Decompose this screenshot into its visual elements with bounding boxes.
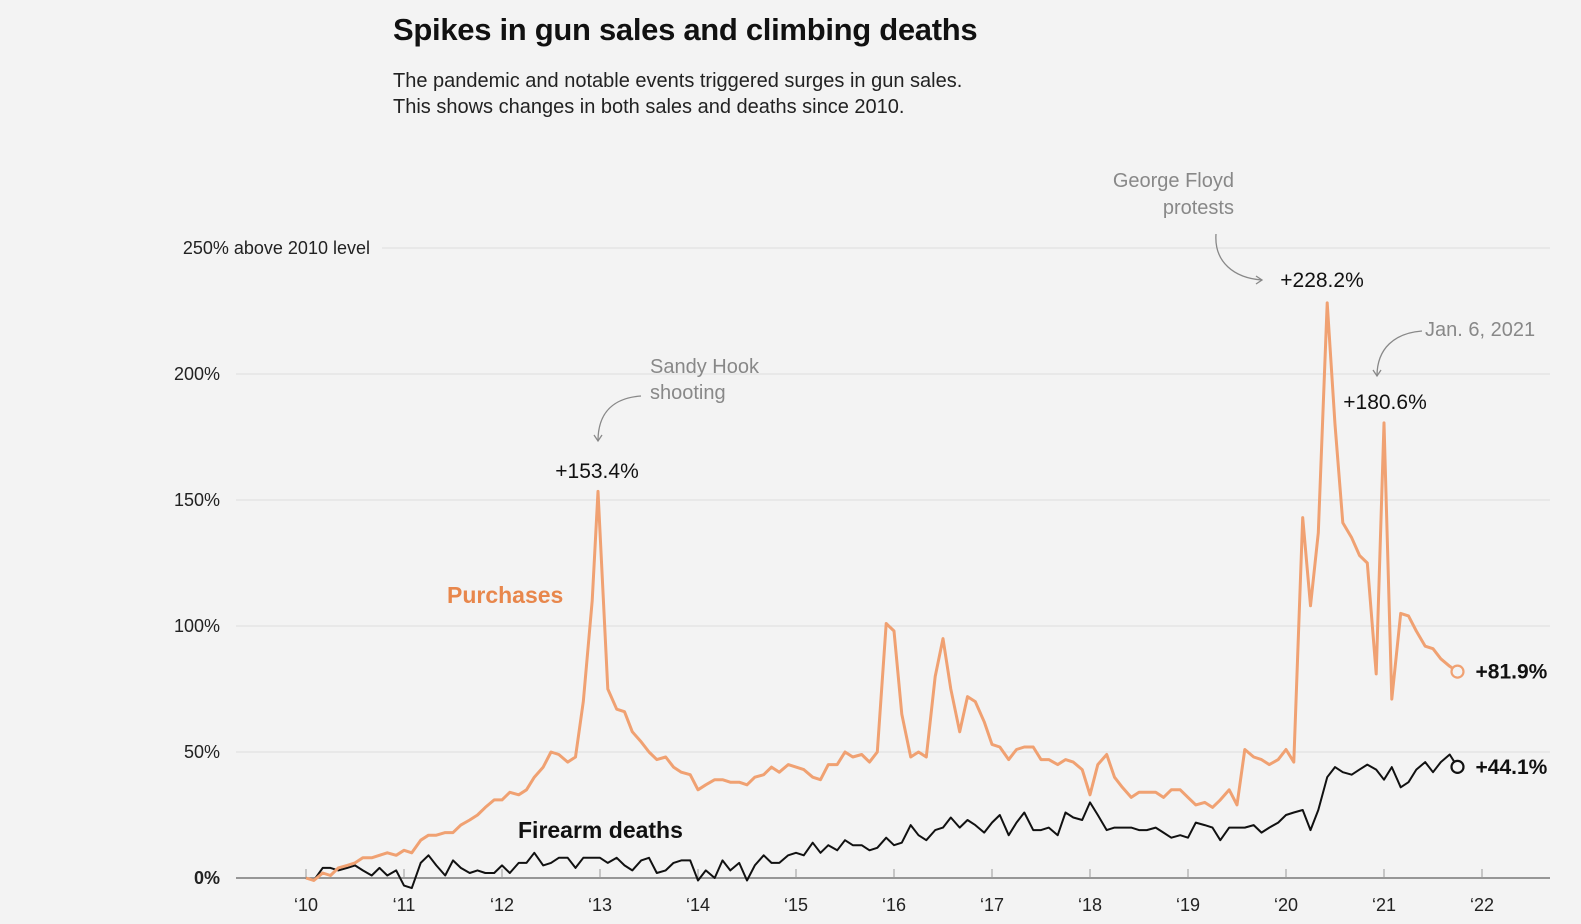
subtitle-line-2: This shows changes in both sales and dea… (393, 96, 905, 118)
end-markers: +44.1% +81.9% (1450, 661, 1548, 779)
annotation-george-floyd-line-1: George Floyd (1113, 170, 1234, 192)
end-marker-firearm-deaths (1450, 759, 1465, 774)
peak-label-2020: +228.2% (1280, 269, 1364, 292)
x-tick-label-2021: ‘21 (1372, 895, 1396, 915)
end-label-purchases: +81.9% (1476, 661, 1548, 684)
x-tick-label-2019: ‘19 (1176, 895, 1200, 915)
x-tick-label-2020: ‘20 (1274, 895, 1298, 915)
series-label-firearm-deaths: Firearm deaths (518, 817, 683, 843)
sandy-hook-arrow (597, 395, 642, 442)
x-tick-label-2022: ‘22 (1470, 895, 1494, 915)
y-tick-label-100: 100% (174, 616, 220, 636)
peak-label-2013: +153.4% (555, 460, 639, 483)
x-tick-label-2017: ‘17 (980, 895, 1004, 915)
jan-6-arrow (1376, 330, 1423, 377)
x-tick-label-2013: ‘13 (588, 895, 612, 915)
y-tick-label-0: 0% (194, 868, 220, 888)
series-line-firearm-deaths (305, 753, 1459, 890)
y-tick-label-50: 50% (184, 742, 220, 762)
grid (236, 247, 1550, 879)
y-tick-label-150: 150% (174, 490, 220, 510)
x-tick-label-2012: ‘12 (490, 895, 514, 915)
chart-title: Spikes in gun sales and climbing deaths (393, 12, 978, 47)
george-floyd-arrow (1215, 233, 1263, 281)
y-tick-label-200: 200% (174, 364, 220, 384)
x-tick-label-2015: ‘15 (784, 895, 808, 915)
end-label-firearm-deaths: +44.1% (1476, 756, 1548, 779)
x-axis: ‘10 ‘11 ‘12 ‘13 ‘14 ‘15 ‘16 ‘17 ‘18 ‘19 ‘20 ‘21 ‘22 (294, 869, 1494, 915)
series-lines (305, 301, 1459, 890)
annotation-arrows (593, 233, 1423, 443)
x-tick-label-2011: ‘11 (393, 895, 416, 915)
annotation-sandy-hook-line-1: Sandy Hook (650, 356, 760, 378)
x-tick-label-2014: ‘14 (686, 895, 710, 915)
x-tick-label-2010: ‘10 (294, 895, 318, 915)
x-tick-label-2018: ‘18 (1078, 895, 1102, 915)
annotation-sandy-hook-line-2: shooting (650, 382, 726, 404)
y-tick-label-250: 250% above 2010 level (183, 238, 370, 258)
series-line-purchases (305, 301, 1459, 882)
sandy-hook-arrowhead (593, 434, 603, 443)
y-axis: 250% above 2010 level 200% 150% 100% 50% 0% (174, 238, 370, 888)
subtitle-line-1: The pandemic and notable events triggere… (393, 70, 963, 92)
annotation-george-floyd-line-2: protests (1163, 197, 1234, 219)
jan-6-arrowhead (1372, 369, 1382, 378)
george-floyd-arrowhead (1255, 275, 1264, 285)
peak-label-2021: +180.6% (1343, 391, 1427, 414)
chart-subtitle: The pandemic and notable events triggere… (393, 68, 962, 120)
end-marker-purchases (1450, 664, 1465, 679)
series-label-purchases: Purchases (447, 582, 563, 608)
x-tick-label-2016: ‘16 (882, 895, 906, 915)
annotation-jan-6: Jan. 6, 2021 (1425, 319, 1535, 341)
